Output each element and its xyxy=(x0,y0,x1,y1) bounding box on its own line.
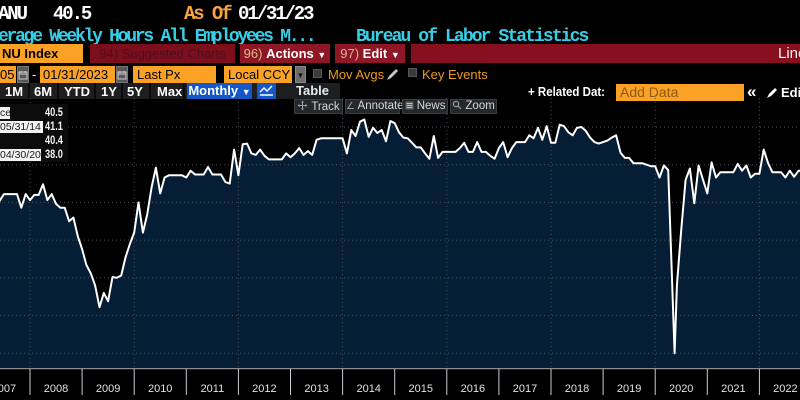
svg-text:2021: 2021 xyxy=(721,383,745,395)
svg-text:2020: 2020 xyxy=(669,383,693,395)
svg-text:2010: 2010 xyxy=(148,383,172,395)
svg-text:2022: 2022 xyxy=(773,383,797,395)
svg-text:2017: 2017 xyxy=(513,383,537,395)
svg-text:2014: 2014 xyxy=(356,383,380,395)
svg-text:2015: 2015 xyxy=(409,383,433,395)
svg-text:2011: 2011 xyxy=(201,383,225,395)
svg-text:2008: 2008 xyxy=(44,383,68,395)
svg-text:2007: 2007 xyxy=(0,383,16,395)
svg-text:2013: 2013 xyxy=(304,383,328,395)
svg-text:2012: 2012 xyxy=(252,383,276,395)
svg-text:2018: 2018 xyxy=(565,383,589,395)
svg-text:2009: 2009 xyxy=(96,383,120,395)
svg-text:2016: 2016 xyxy=(461,383,485,395)
svg-text:2019: 2019 xyxy=(617,383,641,395)
